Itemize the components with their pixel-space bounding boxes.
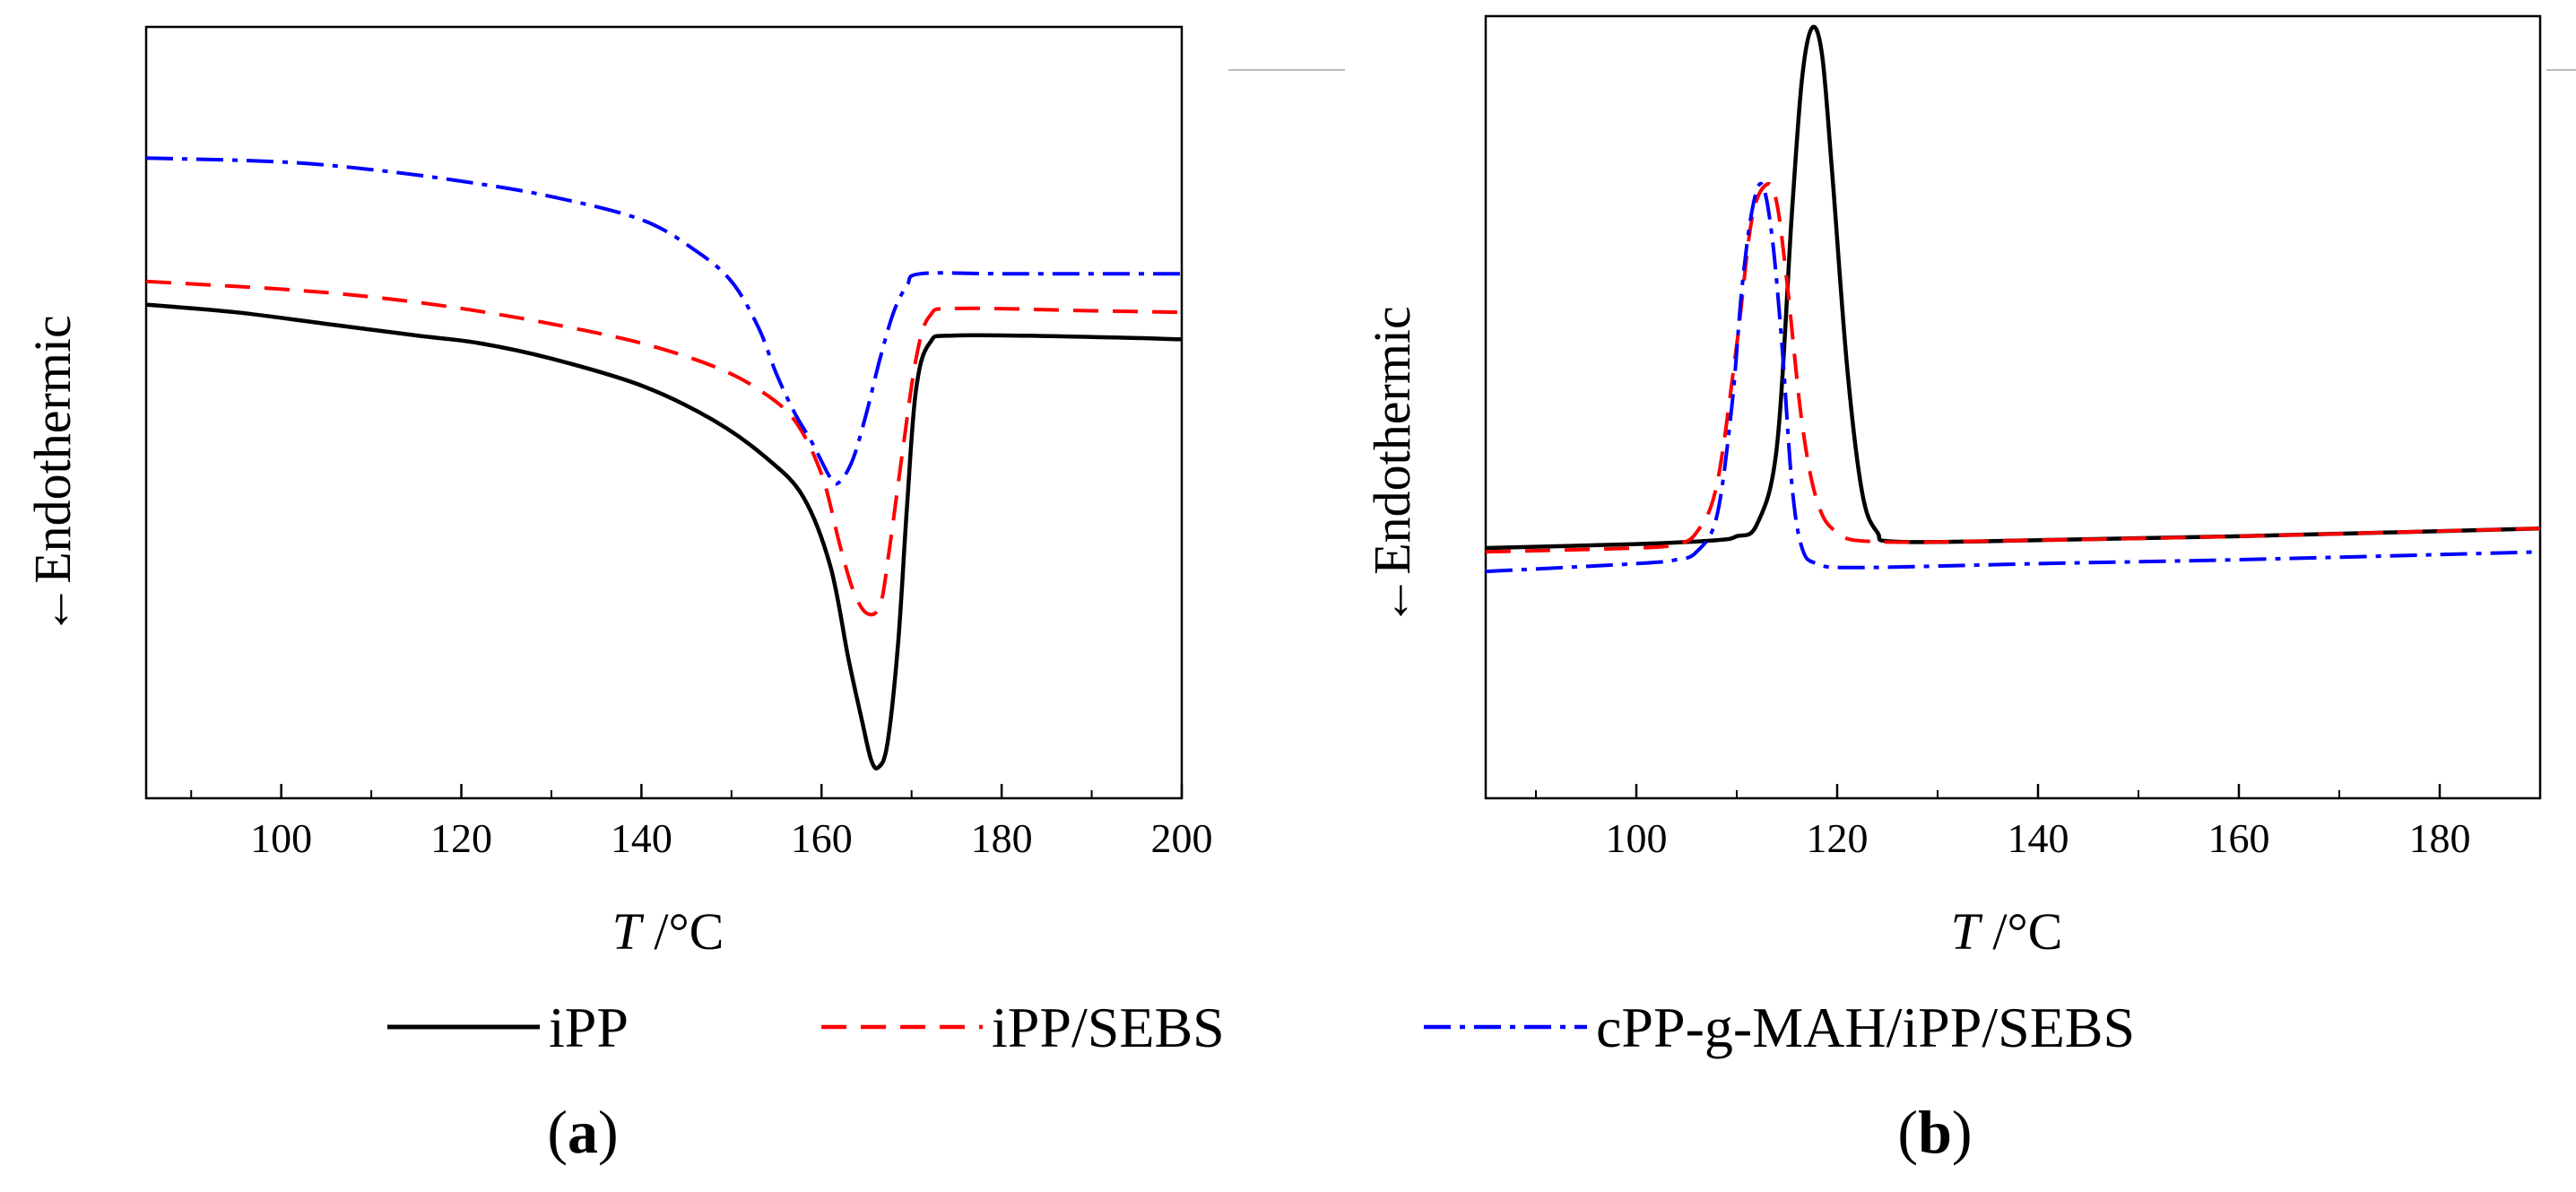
panel-b-x-tick-label-120: 120	[1807, 815, 1869, 861]
panel-b-plot-marks: 100 120 140 160 180	[1485, 24, 2541, 861]
panel-b-series-cpp-g-mah-ipp-sebs	[1485, 181, 2541, 574]
panel-a-plot-frame	[144, 25, 1184, 800]
panel-b-label: (b)	[1897, 1098, 1972, 1166]
panel-a-series-ipp-sebs	[145, 279, 1183, 617]
panel-b-x-tick-label-160: 160	[2208, 815, 2270, 861]
panel-b-label-close: )	[1952, 1098, 1973, 1166]
panel-a-label-close: )	[598, 1098, 619, 1166]
panel-a-plot-marks: 100 120 140 160 180 200	[145, 156, 1213, 861]
panel-a-label-open: (	[547, 1098, 568, 1166]
panel-b-y-axis-title: ←Endothermic	[1363, 306, 1421, 627]
panel-b-x-axis-title-var: T	[1951, 902, 1983, 961]
panel-b-series-ipp	[1485, 24, 2541, 551]
legend-label-ipp-sebs: iPP/SEBS	[992, 996, 1225, 1059]
panel-a-x-tick-label-120: 120	[430, 815, 492, 861]
panel-a-series-cpp-g-mah-ipp-sebs	[145, 156, 1182, 486]
panel-a-x-tick-label-100: 100	[250, 815, 312, 861]
panel-a-x-axis-title-unit: /°C	[641, 902, 724, 961]
panel-b: 100 120 140 160 180 ←Endothermic T /°C (b)	[1363, 14, 2576, 1166]
panel-a-x-tick-label-200: 200	[1151, 815, 1213, 861]
panel-a-series-ipp	[145, 302, 1183, 770]
panel-a-x-tick-label-160: 160	[791, 815, 853, 861]
panel-a-label: (a)	[547, 1098, 618, 1166]
panel-b-label-open: (	[1897, 1098, 1918, 1166]
legend-item-cpp-g-mah-ipp-sebs: cPP-g-MAH/iPP/SEBS	[1424, 996, 2135, 1059]
panel-a-x-axis-title-var: T	[612, 902, 645, 961]
legend-item-ipp: iPP	[387, 996, 629, 1059]
panel-b-series-ipp-sebs	[1485, 181, 2541, 554]
panel-a-y-axis-title: ←Endothermic	[23, 315, 82, 636]
panel-b-plot-frame	[1484, 14, 2542, 800]
panel-b-x-tick-label-180: 180	[2409, 815, 2471, 861]
panel-a: 100 120 140 160 180 200 ←Endothermic T /°C (a…	[23, 25, 1345, 1166]
panel-b-x-tick-label-140: 140	[2008, 815, 2069, 861]
panel-a-x-tick-label-180: 180	[971, 815, 1033, 861]
panel-b-x-tick-label-100: 100	[1606, 815, 1668, 861]
panel-a-x-tick-label-140: 140	[611, 815, 672, 861]
panel-a-label-letter: a	[568, 1098, 598, 1166]
panel-a-x-axis-title: T /°C	[612, 902, 724, 961]
legend-label-ipp: iPP	[549, 996, 629, 1059]
panel-b-label-letter: b	[1918, 1098, 1952, 1166]
panel-b-x-axis-title: T /°C	[1951, 902, 2063, 961]
legend: iPP iPP/SEBS cPP-g-MAH/iPP/SEBS	[387, 996, 2135, 1059]
legend-label-cpp-g-mah-ipp-sebs: cPP-g-MAH/iPP/SEBS	[1596, 996, 2135, 1059]
panel-b-x-axis-title-unit: /°C	[1980, 902, 2063, 961]
legend-item-ipp-sebs: iPP/SEBS	[821, 996, 1225, 1059]
